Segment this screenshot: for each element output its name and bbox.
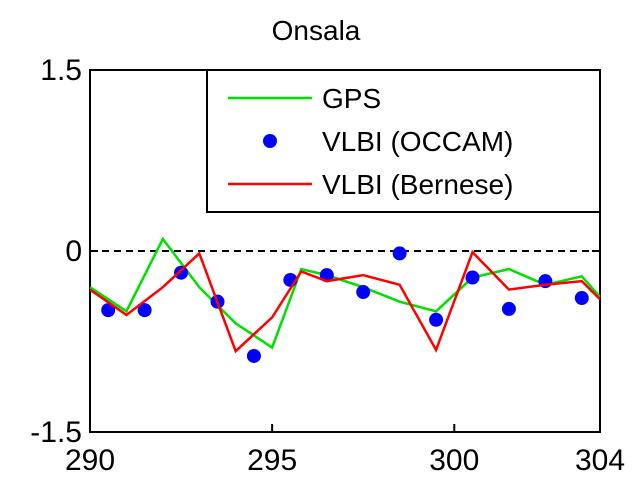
data-point-vlbi-occam — [137, 303, 152, 318]
data-point-vlbi-occam — [501, 301, 516, 316]
data-point-vlbi-occam — [356, 285, 371, 300]
data-point-vlbi-occam — [574, 291, 589, 306]
y-tick-label: 1.5 — [40, 54, 82, 87]
y-tick-label: -1.5 — [30, 416, 82, 449]
plot-area: 290 295 300 304 -1.5 0 1.5 — [30, 54, 625, 477]
data-point-vlbi-occam — [465, 270, 480, 285]
legend: GPS VLBI (OCCAM) VLBI (Bernese) — [206, 69, 601, 213]
x-tick-label: 295 — [247, 444, 297, 477]
x-tick-label: 300 — [429, 444, 479, 477]
legend-label-gps: GPS — [322, 83, 381, 114]
data-point-vlbi-occam — [174, 265, 189, 280]
chart-title: Onsala — [272, 15, 361, 46]
legend-swatch-vlbi-occam — [263, 134, 277, 148]
x-tick-label: 290 — [65, 444, 115, 477]
y-tick-label: 0 — [65, 235, 82, 268]
legend-label-vlbi-bernese: VLBI (Bernese) — [322, 169, 513, 200]
legend-label-vlbi-occam: VLBI (OCCAM) — [322, 126, 513, 157]
data-point-vlbi-occam — [246, 348, 261, 363]
data-point-vlbi-occam — [101, 303, 116, 318]
data-point-vlbi-occam — [392, 246, 407, 261]
data-point-vlbi-occam — [429, 312, 444, 327]
series-line-gps — [89, 236, 601, 350]
series-line-vlbi-bernese — [89, 249, 601, 354]
x-tick-label: 304 — [575, 444, 625, 477]
